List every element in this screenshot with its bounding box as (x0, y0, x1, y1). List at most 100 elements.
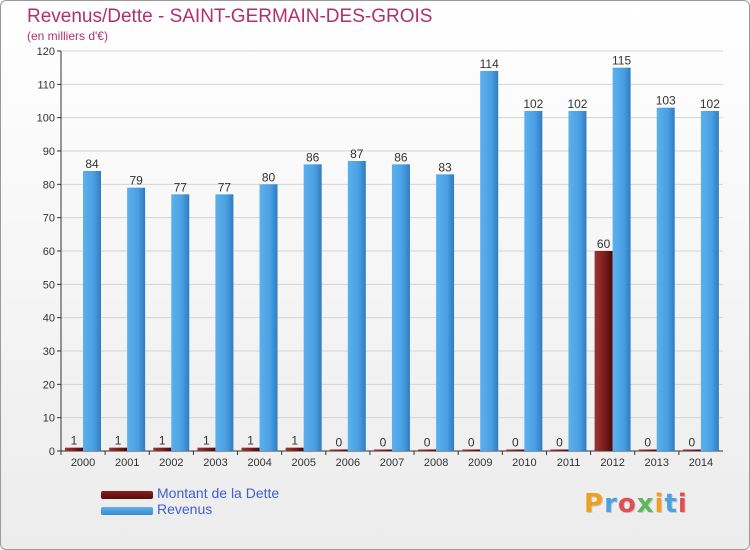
bar-revenus (303, 164, 322, 452)
bar-revenus (612, 67, 631, 452)
x-tick-label: 2012 (600, 457, 624, 469)
chart-subtitle: (en milliers d'€) (27, 29, 108, 43)
bar-revenus (215, 194, 234, 452)
x-tick-label: 2004 (247, 457, 271, 469)
y-tick-label: 40 (43, 313, 55, 325)
data-label-revenus: 77 (174, 180, 188, 194)
y-tick-label: 80 (43, 179, 55, 191)
data-label-revenus: 86 (394, 150, 408, 164)
x-tick-label: 2006 (336, 457, 360, 469)
x-tick-label: 2008 (424, 457, 448, 469)
bar-dette (594, 251, 613, 451)
bar-revenus (259, 184, 278, 452)
x-tick-label: 2009 (468, 457, 492, 469)
y-tick-label: 70 (43, 213, 55, 225)
bar-dette (418, 449, 437, 451)
y-tick-label: 0 (49, 446, 55, 458)
y-tick-label: 90 (43, 146, 55, 158)
data-label-revenus: 84 (85, 157, 99, 171)
data-label-dette: 0 (689, 436, 696, 450)
bar-revenus (127, 187, 146, 451)
bar-revenus (171, 194, 190, 452)
bar-dette (462, 449, 481, 451)
data-label-dette: 0 (468, 436, 475, 450)
x-tick-label: 2000 (71, 457, 95, 469)
data-label-dette: 1 (291, 434, 298, 448)
y-tick-label: 30 (43, 346, 55, 358)
legend-label-revenus: Revenus (157, 501, 213, 517)
data-label-revenus: 114 (480, 57, 499, 71)
data-label-dette: 0 (644, 436, 651, 450)
bar-revenus (700, 111, 719, 451)
y-tick-label: 60 (43, 246, 55, 258)
bar-revenus (436, 174, 455, 452)
x-tick-label: 2011 (557, 457, 581, 469)
x-tick-label: 2007 (380, 457, 404, 469)
data-label-revenus: 77 (218, 180, 232, 194)
data-label-revenus: 102 (523, 97, 543, 111)
logo-letter: x (636, 489, 655, 519)
bar-revenus (83, 171, 101, 451)
data-label-revenus: 102 (567, 97, 587, 111)
bar-dette (65, 447, 83, 451)
legend-label-dette: Montant de la Dette (157, 485, 280, 501)
data-label-dette: 0 (380, 436, 387, 450)
x-tick-label: 2013 (645, 457, 669, 469)
bar-dette (109, 447, 128, 451)
y-tick-label: 10 (43, 413, 55, 425)
bar-dette (638, 449, 657, 451)
bar-revenus (524, 111, 543, 451)
data-label-dette: 1 (203, 434, 210, 448)
bar-dette (682, 449, 701, 451)
bar-revenus (656, 107, 675, 452)
data-label-revenus: 115 (612, 54, 631, 68)
data-label-dette: 1 (115, 434, 122, 448)
data-label-revenus: 103 (656, 94, 676, 108)
data-label-revenus: 83 (438, 160, 452, 174)
logo-letter: t (664, 489, 678, 519)
y-tick-label: 110 (37, 79, 55, 91)
data-label-dette: 60 (597, 237, 611, 251)
bar-dette (285, 447, 304, 451)
bar-revenus (391, 164, 410, 452)
bar-dette (153, 447, 172, 451)
x-tick-label: 2001 (115, 457, 139, 469)
y-tick-label: 20 (43, 379, 55, 391)
data-label-dette: 1 (71, 434, 78, 448)
x-tick-label: 2014 (689, 457, 713, 469)
x-tick-label: 2002 (159, 457, 183, 469)
y-tick-label: 100 (37, 113, 55, 125)
logo-letter: i (677, 489, 688, 519)
data-label-revenus: 86 (306, 150, 320, 164)
logo-letter: P (584, 489, 605, 519)
x-tick-label: 2003 (203, 457, 227, 469)
data-label-revenus: 102 (700, 97, 720, 111)
data-label-revenus: 87 (350, 147, 364, 161)
data-label-revenus: 80 (262, 170, 276, 184)
chart-title: Revenus/Dette - SAINT-GERMAIN-DES-GROIS (27, 6, 433, 27)
logo-letter: i (654, 489, 665, 519)
x-tick-label: 2010 (512, 457, 536, 469)
bar-revenus (347, 161, 366, 451)
data-label-revenus: 79 (129, 174, 143, 188)
bar-revenus (480, 71, 499, 451)
data-label-dette: 0 (556, 436, 563, 450)
bar-revenus (568, 111, 587, 451)
legend-swatch-revenus (101, 507, 153, 515)
bar-dette (373, 449, 392, 451)
y-tick-label: 120 (37, 46, 55, 58)
data-label-dette: 0 (512, 436, 519, 450)
bar-dette (550, 449, 569, 451)
x-tick-label: 2005 (291, 457, 315, 469)
bar-dette (329, 449, 348, 451)
bar-dette (197, 447, 216, 451)
y-tick-label: 50 (43, 279, 55, 291)
data-label-dette: 0 (424, 436, 431, 450)
legend-swatch-dette (101, 491, 153, 499)
proxiti-logo: Proxiti (584, 489, 688, 519)
bar-dette (241, 447, 260, 451)
logo-letter: o (617, 489, 637, 519)
logo-letter: r (604, 489, 618, 519)
